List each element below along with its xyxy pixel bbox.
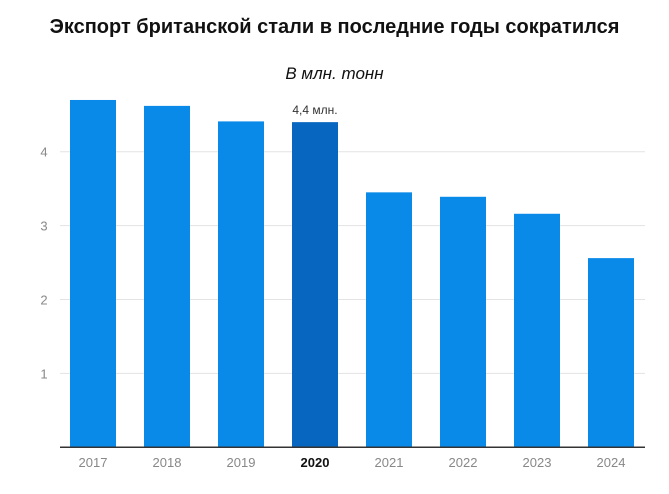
data-label: 4,4 млн. — [292, 103, 337, 117]
chart-title: Экспорт британской стали в последние год… — [49, 16, 620, 38]
x-tick-label: 2018 — [153, 455, 182, 470]
y-tick-label: 3 — [40, 219, 47, 234]
bar-2024 — [588, 258, 634, 448]
y-tick-label: 1 — [40, 366, 47, 381]
bar-2022 — [440, 196, 486, 448]
x-tick-label: 2021 — [375, 455, 404, 470]
bar-2017 — [70, 99, 116, 448]
y-tick-label: 2 — [40, 293, 47, 308]
x-tick-label: 2023 — [523, 455, 552, 470]
bar-2021 — [366, 192, 412, 448]
y-tick-label: 4 — [40, 145, 47, 160]
x-tick-label: 2020 — [301, 455, 330, 470]
bar-2018 — [144, 105, 190, 448]
chart-subtitle: В млн. тонн — [285, 64, 384, 83]
x-tick-label: 2022 — [449, 455, 478, 470]
bar-2019 — [218, 121, 264, 448]
bar-2020 — [292, 122, 338, 448]
x-tick-label: 2019 — [227, 455, 256, 470]
x-tick-label: 2024 — [597, 455, 626, 470]
x-tick-label: 2017 — [79, 455, 108, 470]
bar-2023 — [514, 213, 560, 448]
